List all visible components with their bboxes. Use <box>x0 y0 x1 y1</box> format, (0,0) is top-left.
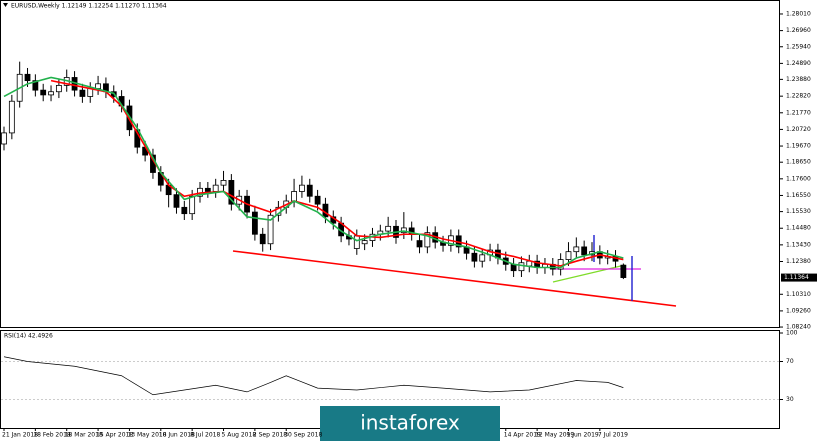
candle-body <box>259 233 266 245</box>
y-tick-label: 1.23880 <box>786 76 811 83</box>
candle-body <box>181 206 188 215</box>
candle-body <box>581 246 588 256</box>
candle-body <box>189 195 196 215</box>
candle-body <box>48 91 54 96</box>
y-tick-label: 1.10310 <box>786 291 811 298</box>
chart-title: EURUSD,Weekly 1.12149 1.12254 1.11270 1.… <box>11 3 167 10</box>
candle-body <box>173 194 180 208</box>
y-tick-label: 1.18650 <box>786 159 811 166</box>
candle-body <box>573 246 580 253</box>
support-trendline <box>232 250 677 307</box>
candle-body <box>251 211 258 235</box>
x-tick-label: 18 Mar 2018 <box>65 432 103 439</box>
last-price-label: 1.11364 <box>784 274 809 281</box>
candle-body <box>306 184 313 197</box>
y-tick-label: 1.21770 <box>786 109 811 116</box>
x-tick-label: 15 Apr 2018 <box>96 432 133 439</box>
watermark-box <box>320 406 500 441</box>
y-tick-label: 1.22820 <box>786 93 811 100</box>
candle-body <box>424 232 431 248</box>
x-tick-label: 8 Jul 2018 <box>190 432 220 439</box>
y-tick-label: 1.15530 <box>786 208 811 215</box>
x-tick-label: 13 May 2018 <box>127 432 166 439</box>
candle-body <box>471 252 478 262</box>
candle-body <box>565 251 572 260</box>
x-tick-label: 14 Apr 2019 <box>504 432 541 439</box>
y-tick-label: 1.13430 <box>786 241 811 248</box>
candle-body <box>87 88 94 97</box>
candle-body <box>518 262 525 272</box>
y-tick-label: 100 <box>786 330 798 337</box>
candle-body <box>620 264 627 278</box>
watermark: instaforex <box>360 411 460 435</box>
x-tick-label: 2 Sep 2018 <box>253 432 287 439</box>
y-tick-label: 70 <box>786 358 794 365</box>
candle-body <box>479 254 486 262</box>
candle-body <box>385 225 392 232</box>
price-pane-frame <box>0 0 780 328</box>
candle-body <box>212 184 219 192</box>
symbol-icon <box>3 3 8 7</box>
y-tick-label: 1.24890 <box>786 60 811 67</box>
x-tick-label: 5 Aug 2018 <box>222 432 257 439</box>
moving-average <box>3 76 624 269</box>
candle-body <box>8 100 15 134</box>
y-tick-label: 1.08240 <box>786 324 811 331</box>
y-tick-label: 1.17600 <box>786 175 811 182</box>
candle-body <box>299 184 305 192</box>
candle-body <box>314 195 321 205</box>
candle-body <box>228 180 235 205</box>
y-tick-label: 30 <box>786 396 794 403</box>
last-price-box <box>781 273 817 282</box>
candle-body <box>32 80 39 91</box>
x-tick-label: 18 Feb 2018 <box>33 432 71 439</box>
x-tick-label: 10 Jun 2018 <box>159 432 195 439</box>
moving-average <box>50 79 624 267</box>
candle-body <box>1 132 7 145</box>
candle-body <box>55 84 62 93</box>
y-tick-label: 1.28010 <box>786 10 811 17</box>
candle-body <box>24 73 31 82</box>
rsi-title: RSI(14) 42.4926 <box>4 333 53 340</box>
y-tick-label: 1.14480 <box>786 225 811 232</box>
y-tick-label: 1.19670 <box>786 143 811 150</box>
rsi-line <box>3 356 624 396</box>
x-tick-label: 9 Jun 2019 <box>566 432 598 439</box>
candle-body <box>291 191 297 202</box>
x-tick-label: 12 May 2019 <box>535 432 574 439</box>
y-tick-label: 1.09260 <box>786 307 811 314</box>
candle-body <box>79 89 86 97</box>
candle-body <box>361 240 368 245</box>
y-tick-label: 1.16550 <box>786 192 811 199</box>
candle-body <box>267 214 274 245</box>
y-tick-label: 1.20720 <box>786 126 811 133</box>
candle-body <box>416 240 423 248</box>
y-tick-label: 1.12380 <box>786 258 811 265</box>
y-tick-label: 1.26960 <box>786 27 811 34</box>
y-tick-label: 1.25940 <box>786 43 811 50</box>
x-tick-label: 21 Jan 2018 <box>2 432 38 439</box>
candle-body <box>353 235 360 249</box>
x-tick-label: 7 Jul 2019 <box>598 432 628 439</box>
candle-body <box>204 187 211 192</box>
candle-body <box>40 89 47 96</box>
x-tick-label: 30 Sep 2018 <box>284 432 322 439</box>
candle-body <box>220 180 227 186</box>
green-trendline <box>552 264 626 283</box>
